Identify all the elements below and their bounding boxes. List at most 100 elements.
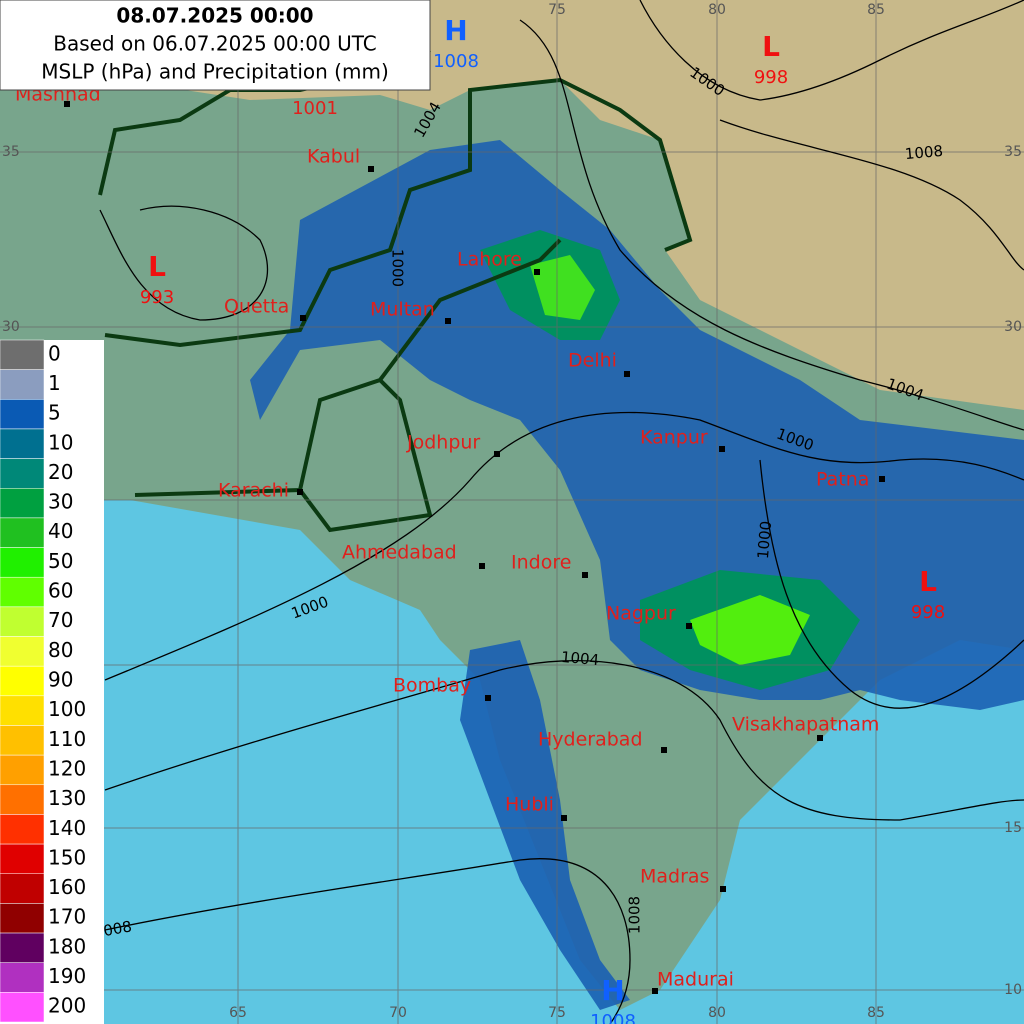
city-label: Bombay <box>393 675 471 697</box>
legend-swatch <box>0 903 45 934</box>
lon-tick-label: 65 <box>229 1005 247 1021</box>
pressure-symbol: L <box>919 565 937 598</box>
isobar <box>519 19 1024 431</box>
city-dot <box>720 886 726 892</box>
legend-swatch <box>0 695 45 726</box>
legend-label: 170 <box>48 905 86 929</box>
legend-swatch <box>0 458 45 489</box>
legend-label: 60 <box>48 579 73 603</box>
legend-swatch <box>0 606 45 637</box>
legend-label: 160 <box>48 875 86 899</box>
isobar <box>759 459 1024 709</box>
legend-label: 120 <box>48 756 86 780</box>
legend-swatch <box>0 517 45 548</box>
legend-label: 1 <box>48 371 61 395</box>
isobars <box>99 0 1024 1024</box>
legend-label: 80 <box>48 638 73 662</box>
plateau <box>0 0 1024 410</box>
isobar <box>99 205 269 321</box>
legend-swatch <box>0 665 45 697</box>
legend-label: 10 <box>48 430 73 454</box>
city-dot <box>624 371 630 377</box>
pressure-value: 998 <box>754 67 788 88</box>
pressure-value: 1008 <box>433 51 479 72</box>
city-dot <box>300 315 306 321</box>
legend-label: 150 <box>48 845 86 869</box>
precip-north <box>250 140 1024 710</box>
legend-swatch <box>0 428 45 459</box>
city-dot <box>879 476 885 482</box>
legend-label: 200 <box>48 994 86 1018</box>
city-label: Kabul <box>307 146 360 168</box>
isobar <box>104 858 631 1024</box>
lon-tick-label: 75 <box>548 1005 566 1021</box>
precip-west-coast <box>460 640 630 1010</box>
isobar <box>104 411 1024 681</box>
title-box <box>0 0 431 91</box>
lon-tick-label: 80 <box>708 1005 726 1021</box>
lon-tick-label: 80 <box>708 2 726 18</box>
pressure-label: 1001 <box>292 98 338 119</box>
legend-swatch <box>0 576 45 608</box>
legend-swatch <box>0 369 45 400</box>
city-label: Jodhpur <box>406 432 480 454</box>
legend-label: 110 <box>48 727 86 751</box>
lat-tick-label: 15 <box>1004 820 1022 836</box>
legend-label: 180 <box>48 934 86 958</box>
legend-label: 5 <box>48 401 61 425</box>
legend-swatch <box>0 814 45 845</box>
legend-swatch <box>0 725 45 756</box>
city-dot <box>64 101 70 107</box>
city-label: Kanpur <box>640 427 708 449</box>
city-dot <box>445 318 451 324</box>
subtitle: Based on 06.07.2025 00:00 UTC <box>53 32 377 56</box>
city-dot <box>652 988 658 994</box>
legend-label: 100 <box>48 697 86 721</box>
lon-tick-label: 85 <box>867 1005 885 1021</box>
legend-label: 140 <box>48 816 86 840</box>
border <box>104 77 693 348</box>
legend-swatch <box>0 873 45 904</box>
isobar-label: 1008 <box>904 142 944 163</box>
city-dot <box>686 623 692 629</box>
city-dot <box>561 815 567 821</box>
city-label: Multan <box>370 299 435 321</box>
legend-label: 90 <box>48 668 73 692</box>
pressure-value: 993 <box>140 287 174 308</box>
legend-label: 50 <box>48 549 73 573</box>
legend-swatch <box>0 636 45 667</box>
city-dot <box>479 563 485 569</box>
city-label: Karachi <box>218 480 289 502</box>
pressure-symbol: L <box>148 250 166 283</box>
pressure-symbol: H <box>444 14 467 47</box>
pressure-value: 1008 <box>590 1011 636 1024</box>
legend-swatch <box>0 488 45 519</box>
city-label: Delhi <box>568 350 617 372</box>
legend-swatch <box>0 843 45 874</box>
city-label: Madurai <box>657 969 734 991</box>
city-dot <box>817 735 823 741</box>
legend-swatch <box>0 992 45 1023</box>
isobar <box>104 659 1024 821</box>
city-label: Nagpur <box>606 603 676 625</box>
lon-tick-label: 75 <box>548 2 566 18</box>
city-dot <box>368 166 374 172</box>
legend-swatch <box>0 547 45 578</box>
legend-label: 70 <box>48 608 73 632</box>
lat-tick-label: 30 <box>1004 319 1022 335</box>
legend-swatch <box>0 754 45 786</box>
city-label: Ahmedabad <box>342 542 457 564</box>
precip-core-1b <box>530 255 595 320</box>
city-dot <box>534 269 540 275</box>
isobar-label: 1000 <box>754 520 775 560</box>
city-dot <box>485 695 491 701</box>
lon-tick-label: 70 <box>389 1005 407 1021</box>
lat-tick-label: 35 <box>2 144 20 160</box>
city-label: Lahore <box>457 249 522 271</box>
city-label: Madras <box>640 866 709 888</box>
legend-label: 190 <box>48 964 86 988</box>
city-label: Patna <box>816 469 869 491</box>
legend-label: 20 <box>48 460 73 484</box>
